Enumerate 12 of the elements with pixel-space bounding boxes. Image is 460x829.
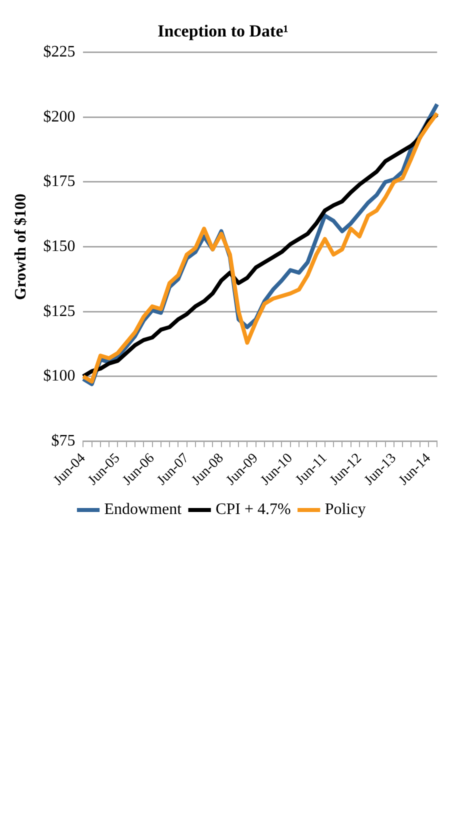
chart-title: Inception to Date¹ bbox=[158, 22, 288, 41]
y-tick-label: $150 bbox=[43, 238, 76, 255]
y-tick-label: $75 bbox=[51, 432, 76, 450]
y-tick-label: $125 bbox=[43, 302, 76, 320]
legend-label: CPI + 4.7% bbox=[216, 501, 291, 518]
y-tick-label: $225 bbox=[43, 44, 76, 61]
y-tick-label: $200 bbox=[43, 108, 76, 126]
legend-label: Endowment bbox=[104, 501, 182, 518]
y-tick-label: $100 bbox=[43, 368, 76, 385]
legend-label: Policy bbox=[324, 501, 366, 518]
y-axis-title: Growth of $100 bbox=[12, 194, 30, 300]
y-tick-label: $175 bbox=[43, 173, 76, 190]
